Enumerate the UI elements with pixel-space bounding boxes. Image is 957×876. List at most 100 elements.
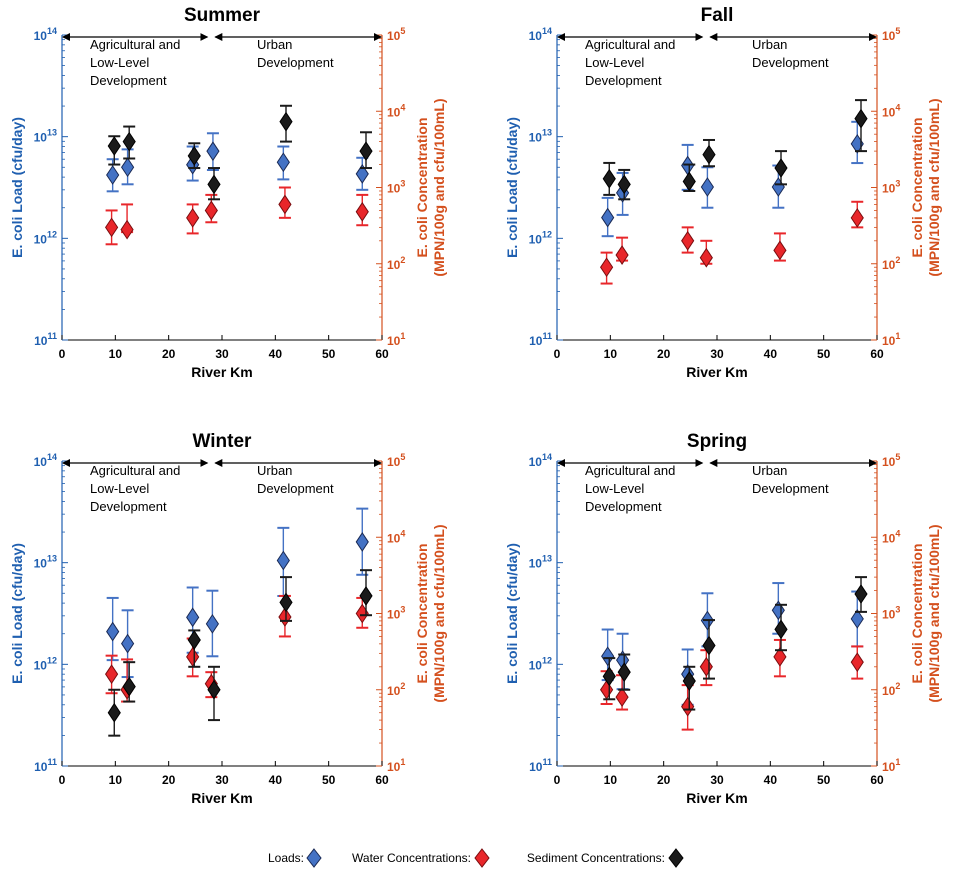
- region-label: Urban: [257, 463, 292, 478]
- right-tick-label: 105: [882, 26, 900, 43]
- region-label: Agricultural and: [585, 37, 675, 52]
- water-marker: [120, 219, 134, 240]
- right-tick-label: 102: [387, 255, 405, 272]
- panel-title: Summer: [184, 5, 261, 26]
- left-tick-label: 1014: [529, 26, 552, 43]
- sediment-marker: [854, 108, 868, 129]
- right-axis-title-line: E. coli Concentration: [414, 117, 430, 257]
- x-axis-title: River Km: [686, 790, 747, 806]
- sediment-marker: [854, 584, 868, 604]
- left-tick-label: 1012: [34, 655, 57, 672]
- right-tick-label: 101: [387, 331, 405, 348]
- region-label: Low-Level: [585, 481, 644, 496]
- right-tick-label: 102: [882, 681, 900, 698]
- right-tick-label: 104: [387, 102, 405, 119]
- water-marker: [186, 646, 200, 667]
- sediment-marker: [682, 671, 696, 691]
- left-axis-title: E. coli Load (cfu/day): [9, 117, 25, 258]
- x-tick-label: 20: [657, 773, 671, 787]
- x-tick-label: 60: [375, 773, 389, 787]
- x-tick-label: 50: [817, 347, 831, 361]
- panel-spring: Spring 0 10 20 30 40 50 60 River Km 1011 1012 1013 1…: [504, 431, 942, 806]
- x-tick-label: 50: [322, 347, 336, 361]
- left-axis-title: E. coli Load (cfu/day): [504, 543, 520, 684]
- x-tick-label: 40: [764, 347, 778, 361]
- right-tick-label: 101: [882, 757, 900, 774]
- load-marker: [106, 621, 120, 642]
- panel-title: Winter: [193, 431, 253, 452]
- left-tick-label: 1012: [34, 229, 57, 246]
- left-tick-label: 1014: [34, 26, 57, 43]
- sediment-marker: [187, 630, 201, 650]
- region-label: Development: [257, 481, 334, 496]
- sediment-marker: [774, 158, 788, 178]
- left-tick-label: 1013: [529, 128, 552, 145]
- x-tick-label: 30: [215, 347, 229, 361]
- load-marker: [355, 164, 369, 184]
- sediment-marker: [682, 171, 696, 192]
- left-tick-label: 1012: [529, 229, 552, 246]
- x-tick-label: 20: [657, 347, 671, 361]
- water-marker: [773, 646, 787, 667]
- region-label: Low-Level: [90, 55, 149, 70]
- right-tick-label: 105: [387, 452, 405, 469]
- water-marker: [104, 664, 119, 685]
- legend-water-marker: [474, 848, 490, 868]
- legend: Loads: Water Concentrations: Sediment Co…: [268, 848, 684, 868]
- region-label: Agricultural and: [585, 463, 675, 478]
- right-axis-title-line: E. coli Concentration: [909, 543, 925, 683]
- right-tick-label: 105: [387, 26, 405, 43]
- load-marker: [205, 613, 220, 634]
- x-tick-label: 0: [554, 773, 561, 787]
- sediment-marker: [279, 592, 293, 613]
- load-marker: [355, 532, 369, 552]
- x-tick-label: 40: [764, 773, 778, 787]
- region-label: Low-Level: [585, 55, 644, 70]
- left-tick-label: 1013: [34, 554, 57, 571]
- x-tick-label: 10: [604, 347, 618, 361]
- panel-summer: Summer 0 10 20 30 40 50 60 River Km 1011 1012 1013 1…: [9, 5, 447, 380]
- left-tick-label: 1013: [529, 554, 552, 571]
- x-tick-label: 30: [710, 347, 724, 361]
- left-tick-label: 1011: [529, 331, 552, 348]
- sediment-marker: [107, 702, 121, 723]
- right-axis-title-line: (MPN/100g and cfu/100mL): [926, 524, 942, 702]
- water-marker: [599, 257, 614, 278]
- load-marker: [276, 152, 290, 173]
- right-tick-label: 104: [387, 528, 405, 545]
- right-axis-title-line: (MPN/100g and cfu/100mL): [431, 98, 447, 276]
- sediment-marker: [122, 676, 136, 697]
- x-tick-label: 60: [870, 773, 884, 787]
- left-tick-label: 1014: [34, 452, 57, 469]
- x-tick-label: 50: [817, 773, 831, 787]
- left-tick-label: 1011: [529, 757, 552, 774]
- right-tick-label: 101: [882, 331, 900, 348]
- x-tick-label: 30: [710, 773, 724, 787]
- water-marker: [278, 607, 292, 627]
- x-tick-label: 20: [162, 347, 176, 361]
- water-marker: [615, 245, 629, 265]
- x-tick-label: 20: [162, 773, 176, 787]
- x-tick-label: 0: [554, 347, 561, 361]
- load-marker: [850, 608, 864, 629]
- region-label: Urban: [257, 37, 292, 52]
- x-tick-label: 0: [59, 773, 66, 787]
- region-label: Agricultural and: [90, 463, 180, 478]
- x-tick-label: 30: [215, 773, 229, 787]
- right-tick-label: 101: [387, 757, 405, 774]
- x-tick-label: 60: [375, 347, 389, 361]
- region-label: Development: [585, 499, 662, 514]
- panel-fall: Fall 0 10 20 30 40 50 60 River Km 1011 1012 1013 101…: [504, 5, 942, 380]
- legend-water-label: Water Concentrations:: [352, 851, 471, 865]
- region-label: Development: [90, 499, 167, 514]
- right-axis-title-line: (MPN/100g and cfu/100mL): [926, 98, 942, 276]
- load-marker: [186, 607, 200, 628]
- left-tick-label: 1012: [529, 655, 552, 672]
- region-label: Development: [752, 481, 829, 496]
- legend-loads-marker: [306, 848, 322, 868]
- region-label: Development: [585, 73, 662, 88]
- region-label: Agricultural and: [90, 37, 180, 52]
- water-marker: [104, 217, 119, 238]
- left-tick-label: 1014: [529, 452, 552, 469]
